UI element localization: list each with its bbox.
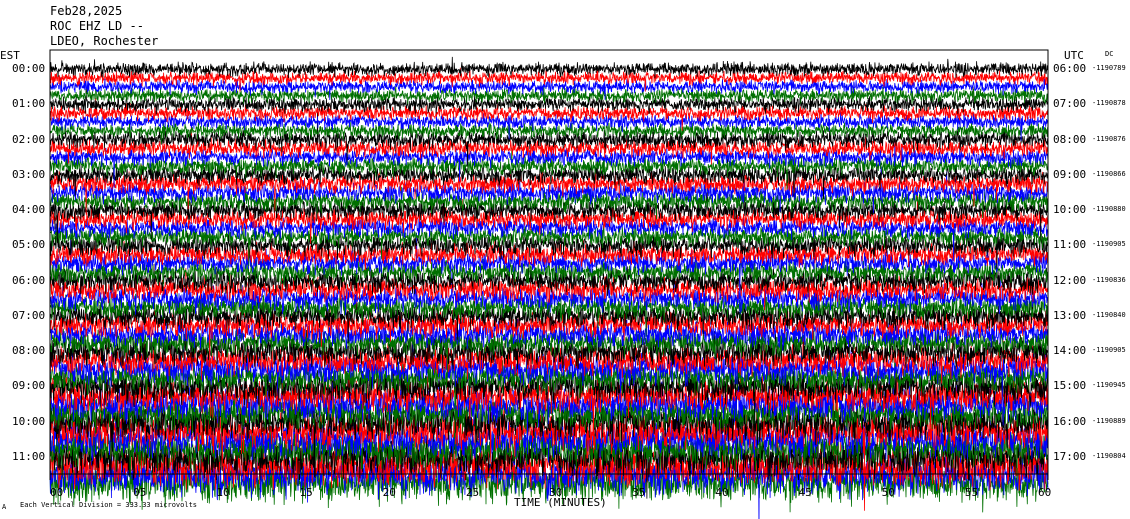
trace-row-0200-q1 [49, 124, 1049, 165]
trace-row-0500-q3 [49, 256, 1049, 286]
trace-row-0100-q0 [49, 86, 1049, 115]
utc-label: 10:00 [1053, 203, 1087, 216]
utc-label: 06:00 [1053, 62, 1087, 75]
dc-label: DC [1105, 50, 1114, 58]
trace-row-0000-q2 [49, 77, 1049, 101]
dc-offset-label: -1190789 [1092, 64, 1126, 72]
trace-row-0200-q0 [49, 106, 1049, 167]
x-tick-label-05: 05 [133, 486, 147, 499]
dc-offset-label: -1190905 [1092, 346, 1126, 354]
x-axis-ticks [49, 474, 1049, 480]
est-label: 06:00 [12, 273, 46, 287]
x-tick-label-20: 20 [382, 486, 396, 499]
est-label: 02:00 [12, 132, 46, 146]
trace-row-0600-q0 [49, 252, 1049, 297]
utc-label: 12:00 [1053, 273, 1087, 287]
dc-offset-label: -1190804 [1092, 451, 1126, 460]
x-tick-label-60: 60 [1038, 486, 1052, 499]
trace-row-0100-q2 [49, 111, 1049, 141]
est-label: 04:00 [12, 203, 46, 216]
seismic-traces [49, 56, 1049, 519]
est-label: 03:00 [12, 167, 46, 181]
trace-row-0000-q3 [49, 82, 1049, 105]
x-tick-label-55: 55 [964, 486, 979, 499]
est-label: 05:00 [12, 238, 46, 252]
est-label: 01:00 [12, 97, 46, 111]
trace-row-0900-q1 [49, 372, 1049, 446]
x-tick-label-00: 00 [50, 486, 64, 499]
dc-offset-label: -1190836 [1092, 275, 1126, 284]
dc-offset-label: -1190866 [1092, 169, 1126, 178]
utc-label: 13:00 [1053, 308, 1087, 322]
trace-row-0700-q2 [49, 303, 1049, 351]
trace-row-1000-q0 [49, 366, 1049, 478]
trace-row-0000-q0 [49, 56, 1049, 79]
est-label: 00:00 [12, 62, 46, 75]
header-station: ROC EHZ LD -- [50, 19, 144, 33]
header-date: Feb28,2025 [50, 4, 123, 18]
x-axis-title: TIME (MINUTES) [514, 496, 607, 509]
trace-row-0200-q3 [49, 147, 1049, 190]
utc-label: 09:00 [1053, 167, 1087, 181]
utc-label: 08:00 [1053, 132, 1087, 146]
est-label: 08:00 [12, 344, 46, 357]
trace-row-0800-q0 [49, 325, 1049, 370]
dc-offset-label: -1190905 [1092, 240, 1126, 249]
right-axis-label: UTC [1064, 49, 1084, 62]
dc-offset-label: -1190880 [1092, 205, 1126, 213]
left-axis-label: EST [0, 49, 20, 62]
est-label: 09:00 [12, 379, 46, 393]
dc-offset-label: -1190878 [1092, 99, 1126, 108]
dc-offset-label: -1190945 [1092, 381, 1126, 390]
est-label: 11:00 [12, 449, 46, 463]
trace-row-0100-q3 [49, 117, 1049, 145]
est-label: 10:00 [12, 414, 46, 428]
utc-label: 15:00 [1053, 379, 1087, 393]
dc-offset-label: -1190876 [1092, 134, 1126, 143]
x-tick-label-10: 10 [216, 486, 230, 499]
trace-row-0300-q2 [49, 166, 1049, 214]
x-tick-label-35: 35 [632, 486, 646, 499]
utc-label: 14:00 [1053, 344, 1087, 357]
x-tick-label-50: 50 [881, 486, 895, 499]
x-tick-label-15: 15 [299, 486, 313, 499]
trace-row-0500-q1 [49, 226, 1049, 271]
trace-row-0600-q2 [49, 271, 1049, 316]
x-tick-label-25: 25 [465, 486, 480, 499]
footnote: Each Vertical Division = 333.33 microvol… [20, 501, 198, 509]
trace-row-0000-q1 [49, 67, 1049, 92]
footer-mark: A [2, 503, 7, 511]
est-label: 07:00 [12, 308, 46, 322]
utc-label: 17:00 [1053, 449, 1087, 463]
utc-label: 11:00 [1053, 238, 1087, 252]
dc-offset-label: -1190840 [1092, 310, 1126, 319]
utc-label: 07:00 [1053, 97, 1087, 111]
header-location: LDEO, Rochester [50, 34, 159, 48]
trace-row-0400-q1 [49, 193, 1049, 244]
x-tick-label-45: 45 [798, 486, 812, 499]
x-tick-label-30: 30 [549, 486, 563, 499]
trace-row-0100-q1 [49, 98, 1049, 131]
x-tick-label-40: 40 [715, 486, 729, 499]
dc-offset-label: -1190889 [1092, 416, 1126, 425]
utc-label: 16:00 [1053, 414, 1087, 428]
trace-row-0300-q0 [49, 156, 1049, 199]
